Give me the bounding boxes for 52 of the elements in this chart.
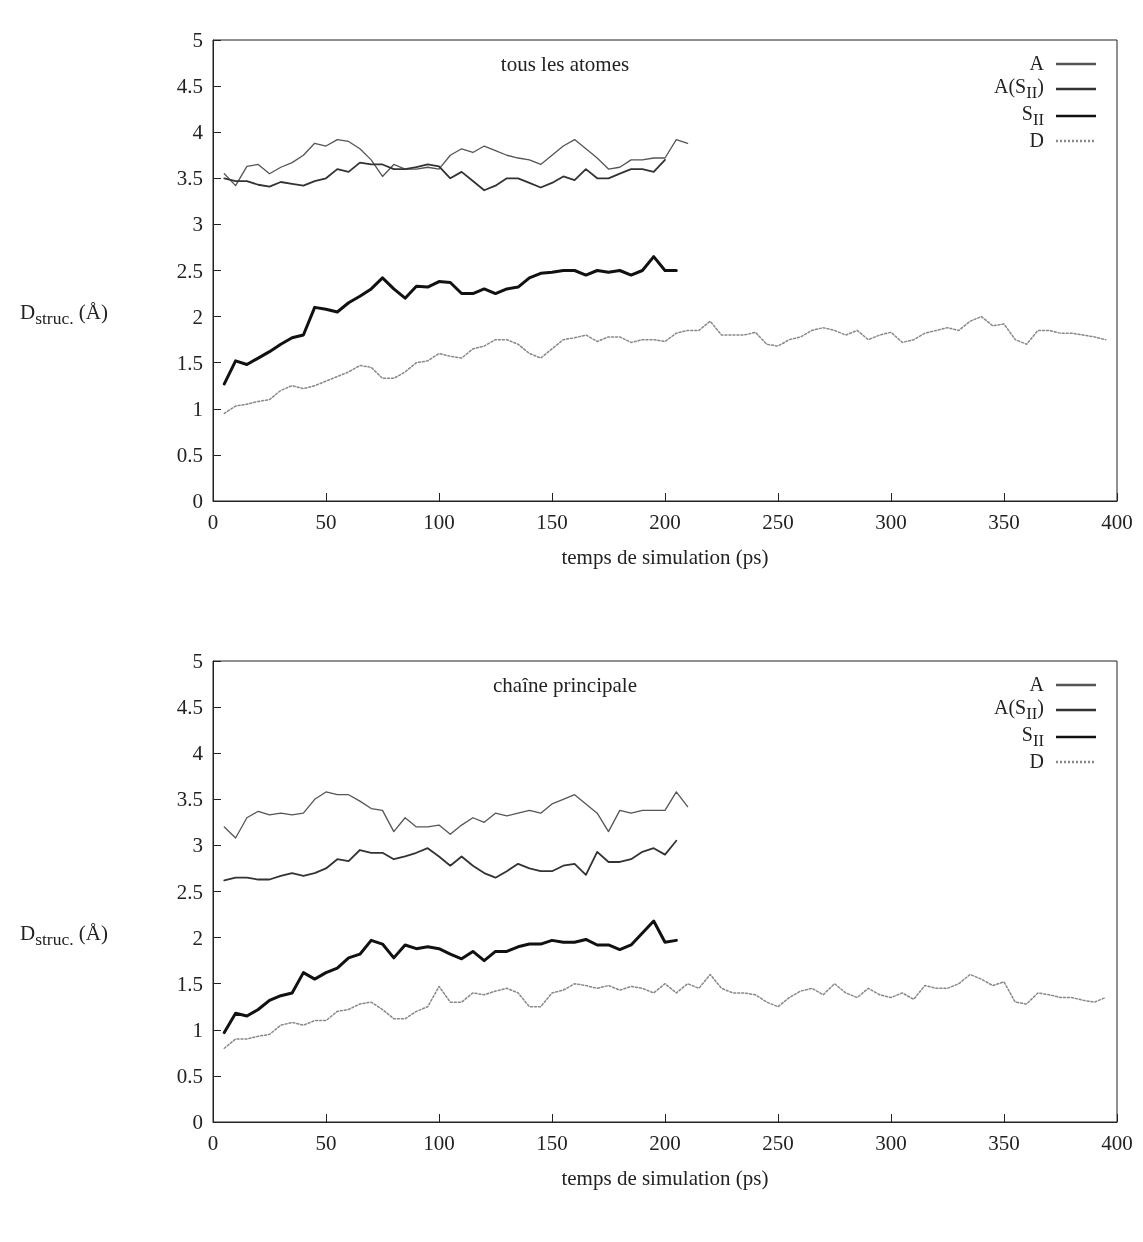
y-tick-label: 1.5 bbox=[176, 971, 203, 996]
y-tick-label: 3.5 bbox=[176, 787, 203, 812]
y-tick-label: 1 bbox=[192, 396, 203, 421]
x-tick-label: 200 bbox=[649, 1130, 681, 1155]
x-tick-label: 300 bbox=[875, 509, 907, 534]
y-axis-title: D$_{struc.}$ (Å) bbox=[19, 921, 109, 951]
x-tick-label: 250 bbox=[762, 1130, 794, 1155]
y-tick-label: 2.5 bbox=[176, 879, 203, 904]
x-tick-label: 50 bbox=[315, 1130, 337, 1155]
x-axis-title: temps de simulation (ps) bbox=[561, 1165, 769, 1190]
y-tick-label: 2 bbox=[192, 925, 203, 950]
y-tick-label: 1 bbox=[192, 1017, 203, 1042]
y-tick-label: 4 bbox=[192, 741, 204, 766]
x-tick-label: 250 bbox=[762, 509, 794, 534]
y-tick-label: 5 bbox=[192, 649, 203, 673]
x-tick-label: 50 bbox=[315, 509, 337, 534]
y-tick-label: 3 bbox=[192, 833, 203, 858]
legend-label: A(S$_{II}$) bbox=[994, 696, 1044, 724]
x-tick-label: 150 bbox=[536, 1130, 568, 1155]
legend-label: D bbox=[1029, 129, 1044, 153]
y-tick-label: 0 bbox=[192, 1110, 203, 1134]
x-tick-label: 350 bbox=[988, 1130, 1020, 1155]
y-tick-label: 4 bbox=[192, 120, 204, 145]
x-tick-label: 400 bbox=[1101, 1130, 1133, 1155]
text: chaîne principale bbox=[492, 672, 638, 697]
legend-label: D bbox=[1029, 750, 1044, 774]
y-tick-label: 4.5 bbox=[176, 74, 203, 99]
y-tick-label: 3.5 bbox=[176, 166, 203, 191]
x-tick-label: 100 bbox=[423, 509, 455, 534]
x-tick-label: 400 bbox=[1101, 509, 1133, 534]
legend-label: S$_{II}$ bbox=[1021, 723, 1044, 751]
y-tick-label: 0 bbox=[192, 489, 203, 513]
legend-label: A bbox=[1029, 52, 1044, 75]
x-tick-label: 350 bbox=[988, 509, 1020, 534]
y-tick-label: 2.5 bbox=[176, 258, 203, 283]
text: tous les atomes bbox=[500, 51, 630, 76]
y-tick-label: 2 bbox=[192, 304, 203, 329]
y-tick-label: 5 bbox=[192, 28, 203, 52]
legend-label: S$_{II}$ bbox=[1021, 102, 1044, 130]
x-tick-label: 150 bbox=[536, 509, 568, 534]
x-axis-title: temps de simulation (ps) bbox=[561, 544, 769, 569]
legend-label: A(S$_{II}$) bbox=[994, 75, 1044, 103]
y-tick-label: 4.5 bbox=[176, 695, 203, 720]
x-tick-label: 200 bbox=[649, 509, 681, 534]
y-tick-label: 0.5 bbox=[176, 1063, 203, 1088]
x-tick-label: 300 bbox=[875, 1130, 907, 1155]
y-tick-label: 3 bbox=[192, 212, 203, 237]
x-tick-label: 100 bbox=[423, 1130, 455, 1155]
legend-label: A bbox=[1029, 673, 1044, 696]
y-tick-label: 1.5 bbox=[176, 350, 203, 375]
y-axis-title: D$_{struc.}$ (Å) bbox=[19, 300, 109, 330]
y-tick-label: 0.5 bbox=[176, 442, 203, 467]
